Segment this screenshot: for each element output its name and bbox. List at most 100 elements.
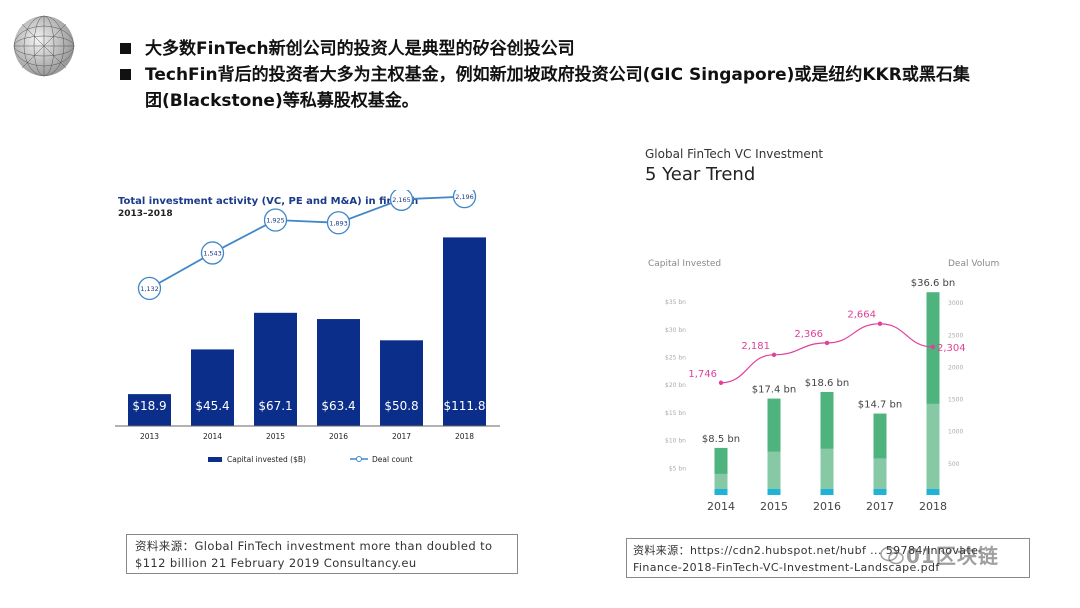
chart1-legend-line-marker bbox=[356, 456, 362, 462]
chart1-bar bbox=[443, 237, 486, 426]
chart2-left-tick-label: $35 bn bbox=[665, 299, 686, 306]
chart1-line-point bbox=[452, 190, 477, 209]
source-line: 资料来源：https://cdn2.hubspot.net/hubf ... 5… bbox=[633, 544, 983, 557]
chart1-line-point-label: 2,165 bbox=[392, 196, 411, 204]
chart1-x-tick-label: 2015 bbox=[266, 432, 285, 441]
chart1-line-point-label: 1,893 bbox=[329, 219, 348, 227]
source-line: $112 billion 21 February 2019 Consultanc… bbox=[135, 556, 417, 570]
chart1-line-point bbox=[200, 241, 225, 265]
chart2-bar-base-segment bbox=[714, 489, 728, 495]
chart2-bar-lower-segment bbox=[767, 451, 781, 495]
chart2-bar-lower-segment bbox=[873, 458, 887, 495]
chart1-bar-value-label: $45.4 bbox=[195, 399, 229, 413]
chart1-x-tick-label: 2016 bbox=[329, 432, 348, 441]
source-note-right: 资料来源：https://cdn2.hubspot.net/hubf ... 5… bbox=[626, 538, 1030, 578]
bullet-square-icon bbox=[120, 43, 131, 54]
chart1-legend-line-label: Deal count bbox=[372, 455, 413, 464]
chart1-line-point-label: 1,925 bbox=[266, 217, 285, 225]
chart2-x-tick-label: 2015 bbox=[760, 500, 788, 513]
chart2-line-point-label: 2,366 bbox=[794, 329, 823, 340]
chart1-x-tick-label: 2018 bbox=[455, 432, 474, 441]
chart1-line-point bbox=[263, 208, 288, 232]
chart2-left-tick-label: $15 bn bbox=[665, 410, 686, 417]
chart1-bar-value-label: $63.4 bbox=[321, 399, 355, 413]
chart1-x-tick-label: 2014 bbox=[203, 432, 222, 441]
chart2-right-tick-label: 1500 bbox=[948, 397, 963, 404]
chart1-title: Total investment activity (VC, PE and M&… bbox=[118, 196, 418, 207]
chart2-bar-lower-segment bbox=[820, 448, 834, 495]
watermark-text: 01区块链 bbox=[906, 544, 999, 568]
chart2-right-tick-label: 2500 bbox=[948, 332, 963, 339]
chart2-bar-base-segment bbox=[820, 489, 834, 495]
chart1-bar bbox=[128, 394, 171, 426]
chart1-line-point bbox=[326, 211, 351, 235]
chart2-title: Global FinTech VC Investment bbox=[645, 147, 823, 161]
chart1-line-point-label: 1,132 bbox=[140, 285, 159, 293]
chart2-left-tick-label: $20 bn bbox=[665, 382, 686, 389]
chart2-line-point-label: 2,181 bbox=[741, 341, 770, 352]
bullet-text: TechFin背后的投资者大多为主权基金，例如新加坡政府投资公司(GIC Sin… bbox=[145, 65, 970, 111]
chart2-left-tick-label: $5 bn bbox=[669, 465, 686, 472]
chart2-x-tick-label: 2018 bbox=[919, 500, 947, 513]
chart1-bar-value-label: $111.8 bbox=[444, 399, 486, 413]
chart2-line-point bbox=[930, 344, 936, 350]
chart1-bar-value-label: $67.1 bbox=[258, 399, 292, 413]
chart2-deal-volume-line bbox=[720, 323, 934, 384]
vc-investment-trend-chart: Global FinTech VC Investment 5 Year Tren… bbox=[645, 147, 1000, 513]
source-line: Finance-2018-FinTech-VC-Investment-Lands… bbox=[633, 561, 940, 574]
wechat-icon bbox=[880, 546, 904, 565]
chart1-legend-bar-swatch bbox=[208, 457, 222, 462]
bullet-item: 大多数FinTech新创公司的投资人是典型的矽谷创投公司 bbox=[120, 36, 980, 62]
chart1-bar-value-label: $18.9 bbox=[132, 399, 166, 413]
chart1-bar bbox=[254, 312, 297, 426]
chart2-line-point bbox=[718, 380, 724, 385]
total-investment-chart: Total investment activity (VC, PE and M&… bbox=[115, 190, 500, 464]
chart2-x-tick-label: 2017 bbox=[866, 500, 894, 513]
chart2-bar-value-label: $36.6 bn bbox=[911, 278, 956, 289]
chart2-bar-value-label: $17.4 bn bbox=[752, 385, 797, 396]
chart2-right-tick-label: 2000 bbox=[948, 364, 963, 371]
chart2-subtitle: 5 Year Trend bbox=[645, 164, 755, 185]
chart2-line-point-label: 1,746 bbox=[688, 369, 717, 380]
chart1-bar bbox=[380, 340, 423, 426]
chart1-subtitle: 2013–2018 bbox=[118, 209, 173, 219]
chart2-x-tick-label: 2014 bbox=[707, 500, 735, 513]
chart2-line-point bbox=[877, 321, 883, 326]
chart2-bar-lower-segment bbox=[926, 403, 940, 495]
chart2-ylabel: Capital Invested bbox=[648, 259, 721, 269]
source-note-left: 资料来源：Global FinTech investment more than… bbox=[126, 534, 518, 574]
chart1-bar bbox=[317, 319, 360, 426]
chart2-right-tick-label: 500 bbox=[948, 461, 960, 468]
chart1-line-point bbox=[137, 276, 162, 301]
bullet-item: TechFin背后的投资者大多为主权基金，例如新加坡政府投资公司(GIC Sin… bbox=[120, 62, 980, 114]
chart1-line-point-label: 2,196 bbox=[455, 193, 474, 201]
chart2-bar-value-label: $14.7 bn bbox=[858, 400, 903, 411]
chart2-x-tick-label: 2016 bbox=[813, 500, 841, 513]
chart2-left-tick-label: $25 bn bbox=[665, 354, 686, 361]
chart2-line-point-label: 2,664 bbox=[847, 310, 876, 321]
chart1-bar bbox=[191, 349, 234, 426]
chart2-bar-base-segment bbox=[873, 489, 887, 495]
chart2-line-point bbox=[824, 340, 830, 346]
chart2-y2label: Deal Volume bbox=[948, 259, 1000, 269]
chart2-bar-value-label: $18.6 bn bbox=[805, 378, 850, 389]
chart2-right-tick-label: 3000 bbox=[948, 300, 963, 307]
globe-logo-icon bbox=[13, 15, 75, 77]
chart2-left-tick-label: $30 bn bbox=[665, 327, 686, 334]
chart2-left-tick-label: $10 bn bbox=[665, 438, 686, 445]
chart2-line-point bbox=[771, 352, 777, 357]
source-line: 资料来源：Global FinTech investment more than… bbox=[135, 539, 493, 553]
chart2-bar-value-label: $8.5 bn bbox=[702, 434, 740, 445]
chart1-x-tick-label: 2017 bbox=[392, 432, 411, 441]
chart2-bar-base-segment bbox=[767, 489, 781, 495]
chart1-bar-value-label: $50.8 bbox=[384, 399, 418, 413]
chart2-right-tick-label: 1000 bbox=[948, 429, 963, 436]
chart1-deal-count-line bbox=[149, 195, 465, 290]
chart1-line-point-label: 1,543 bbox=[203, 249, 222, 257]
chart2-line-point-label: 2,304 bbox=[937, 343, 966, 354]
chart1-legend-bar-label: Capital invested ($B) bbox=[227, 455, 306, 464]
bullet-square-icon bbox=[120, 69, 131, 80]
bullet-list: 大多数FinTech新创公司的投资人是典型的矽谷创投公司 TechFin背后的投… bbox=[120, 36, 980, 114]
bullet-text: 大多数FinTech新创公司的投资人是典型的矽谷创投公司 bbox=[145, 39, 575, 59]
chart1-x-tick-label: 2013 bbox=[140, 432, 159, 441]
